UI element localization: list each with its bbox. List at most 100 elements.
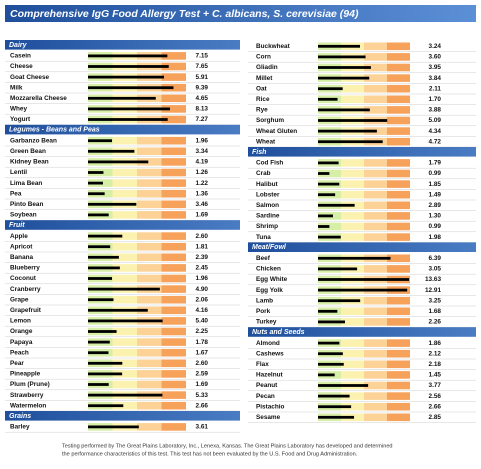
zone (161, 274, 186, 283)
value: 1.98 (429, 234, 442, 241)
zone (387, 222, 410, 231)
food-name: Lentil (10, 169, 27, 176)
zone (387, 116, 410, 125)
bar (88, 160, 149, 164)
food-name: Wheat Gluten (256, 128, 297, 135)
bar (88, 118, 168, 121)
zone (161, 380, 186, 389)
zone (137, 274, 162, 283)
zone (364, 392, 387, 400)
bar (318, 119, 388, 122)
food-name: Apricot (10, 243, 33, 250)
zone (387, 254, 410, 263)
zone (161, 136, 186, 145)
bar (318, 44, 361, 48)
zone (161, 285, 186, 293)
zone (387, 74, 410, 82)
value: 2.89 (429, 202, 442, 209)
section-header: Nuts and Seeds (252, 329, 305, 336)
bar (318, 172, 330, 175)
zone (161, 401, 186, 410)
value: 1.96 (196, 137, 209, 144)
bar (88, 171, 104, 174)
zone (137, 147, 162, 156)
food-name: Orange (10, 328, 33, 335)
zone (364, 95, 387, 104)
zone (364, 413, 387, 422)
zone (387, 339, 410, 347)
section-header: Fish (252, 149, 266, 156)
bar (88, 245, 111, 249)
zone (161, 232, 186, 240)
value: 1.70 (429, 96, 442, 103)
bar (88, 425, 139, 429)
zone (387, 392, 410, 400)
zone (341, 371, 364, 379)
food-name: Rice (256, 96, 270, 103)
bar (88, 181, 103, 185)
bar (88, 351, 109, 355)
bar (88, 65, 169, 68)
bar (88, 86, 174, 90)
bar (88, 308, 148, 312)
value: 3.88 (429, 107, 442, 114)
zone (137, 168, 162, 177)
zone (387, 360, 410, 369)
food-name: Chicken (256, 266, 281, 273)
zone (137, 327, 162, 336)
zone (364, 265, 387, 273)
zone (364, 318, 387, 326)
zone (112, 380, 137, 389)
food-name: Strawberry (10, 392, 44, 399)
food-name: Grape (10, 296, 29, 303)
zone (137, 253, 162, 262)
zone (387, 265, 410, 273)
zone (112, 370, 137, 378)
zone (387, 190, 410, 199)
food-name: Beef (256, 255, 271, 262)
value: 0.99 (429, 223, 442, 230)
zone (112, 264, 137, 272)
bar (88, 75, 164, 79)
food-name: Coconut (10, 275, 37, 282)
food-name: Oat (256, 85, 268, 92)
bar (318, 235, 341, 239)
zone (318, 169, 341, 178)
zone (161, 189, 186, 198)
value: 5.91 (196, 74, 209, 81)
zone (161, 200, 186, 209)
zone (161, 52, 186, 60)
value: 4.16 (196, 307, 209, 314)
zone (137, 264, 162, 272)
food-name: Milk (10, 84, 23, 91)
zone (341, 349, 364, 358)
zone (112, 211, 137, 219)
value: 5.33 (196, 392, 209, 399)
footer-line: Testing performed by The Great Plains La… (62, 443, 393, 449)
food-name: Pineapple (10, 371, 41, 378)
value: 5.09 (429, 117, 442, 124)
food-name: Shrimp (256, 223, 278, 230)
value: 2.66 (429, 403, 442, 410)
zone (387, 307, 410, 316)
zone (137, 359, 162, 368)
zone (387, 212, 410, 220)
zone (112, 168, 137, 177)
zone (364, 402, 387, 411)
bar (318, 320, 345, 324)
zone (161, 179, 186, 187)
food-name: Corn (256, 54, 271, 61)
bar (318, 161, 339, 165)
bar (88, 372, 123, 376)
food-name: Tuna (256, 234, 271, 241)
food-name: Halibut (256, 181, 279, 188)
food-name: Apple (10, 233, 28, 240)
bar (318, 278, 410, 281)
bar (318, 352, 343, 356)
value: 2.11 (429, 85, 442, 92)
zone (318, 222, 341, 231)
value: 1.69 (196, 212, 209, 219)
value: 3.77 (429, 382, 442, 389)
value: 3.34 (196, 148, 209, 155)
bar (318, 97, 338, 101)
